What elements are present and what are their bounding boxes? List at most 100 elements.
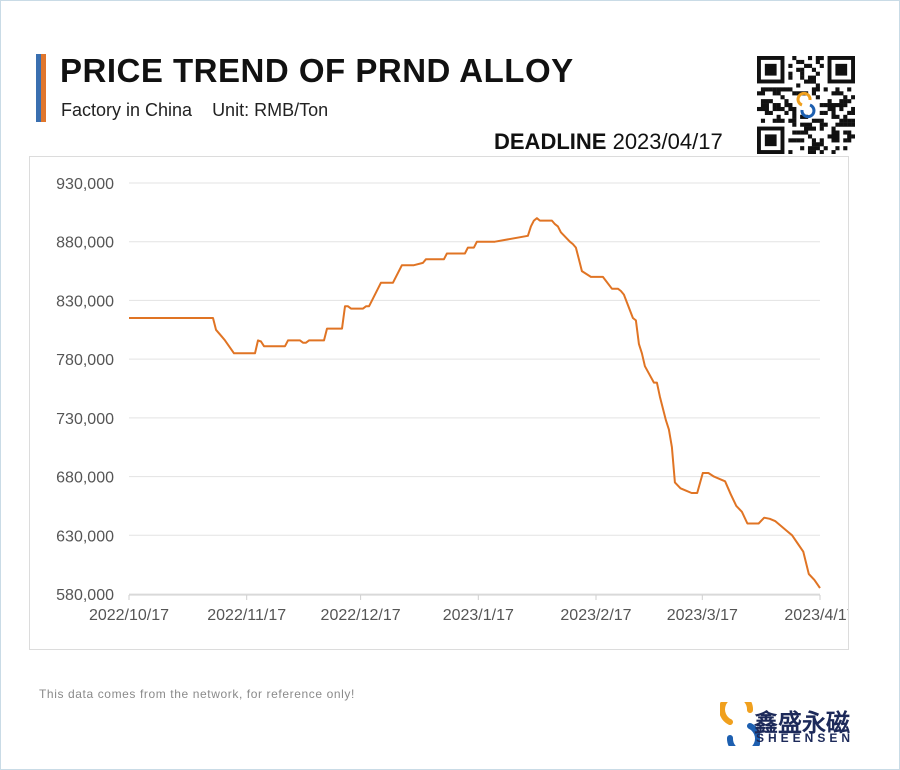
qr-module: [807, 63, 813, 68]
qr-module: [772, 118, 777, 123]
qr-finder-inner: [764, 134, 777, 147]
qr-module: [807, 79, 813, 84]
qr-module: [811, 142, 816, 147]
qr-module: [843, 103, 848, 108]
qr-module: [819, 63, 824, 68]
qr-module: [776, 103, 781, 108]
y-tick-label: 680,000: [56, 470, 114, 487]
qr-module: [815, 56, 820, 61]
qr-module: [819, 103, 824, 108]
qr-module: [792, 122, 797, 127]
y-tick-label: 780,000: [56, 352, 114, 369]
qr-module: [760, 103, 766, 108]
qr-module: [835, 122, 840, 127]
qr-module: [835, 87, 840, 92]
qr-module: [831, 103, 836, 108]
qr-module: [815, 142, 820, 147]
qr-module: [843, 130, 848, 135]
qr-module: [780, 106, 785, 112]
qr-module: [823, 110, 828, 115]
qr-module: [788, 75, 793, 80]
qr-module: [835, 91, 840, 96]
x-tick-label: 2022/12/17: [321, 607, 401, 624]
qr-module: [800, 75, 805, 80]
qr-module: [819, 138, 824, 143]
qr-module: [804, 122, 809, 127]
qr-logo-arc-bottom: [800, 103, 816, 119]
qr-module: [760, 118, 766, 123]
chart-subtitle: Factory in China Unit: RMB/Ton: [61, 100, 328, 121]
qr-module: [831, 130, 836, 135]
qr-module: [811, 67, 816, 72]
qr-module: [811, 150, 816, 154]
qr-module: [772, 106, 777, 112]
deadline-label: DEADLINE 2023/04/17: [494, 129, 723, 155]
qr-module: [843, 114, 848, 119]
qr-module: [788, 71, 793, 76]
brand-name-chinese: 鑫盛永磁: [754, 709, 850, 737]
qr-module: [796, 138, 801, 143]
qr-module: [804, 126, 809, 131]
qr-module: [835, 103, 840, 108]
qr-module: [788, 118, 793, 123]
qr-module: [757, 91, 762, 96]
disclaimer-note: This data comes from the network, for re…: [39, 687, 355, 701]
qr-module: [776, 118, 781, 123]
qr-module: [839, 103, 844, 108]
qr-module: [831, 91, 836, 96]
qr-module: [807, 75, 813, 80]
qr-module: [839, 106, 844, 112]
qr-module: [807, 56, 813, 61]
x-tick-label: 2022/10/17: [89, 607, 169, 624]
qr-module: [772, 103, 777, 108]
qr-module: [796, 67, 801, 72]
qr-module: [831, 134, 836, 139]
qr-module: [851, 110, 855, 115]
qr-module: [796, 59, 801, 65]
qr-module: [800, 114, 805, 119]
qr-module: [847, 99, 852, 104]
qr-module: [768, 99, 773, 104]
qr-module: [800, 146, 805, 151]
qr-module: [768, 87, 773, 92]
qr-module: [847, 87, 852, 92]
chart-panel: 930,000 880,000 830,000 780,000 730,000 680,0…: [29, 156, 849, 650]
qr-module: [768, 110, 773, 115]
qr-code-icon[interactable]: [757, 56, 855, 154]
qr-finder-inner: [835, 63, 848, 76]
qr-module: [839, 122, 844, 127]
price-series-line: [129, 217, 821, 589]
qr-module: [847, 130, 852, 135]
subtitle-unit: Unit: RMB/Ton: [212, 100, 329, 120]
qr-module: [819, 122, 824, 127]
qr-module: [839, 91, 844, 96]
qr-module: [819, 150, 824, 154]
qr-module: [831, 110, 836, 115]
qr-module: [843, 138, 848, 143]
qr-module: [827, 106, 832, 112]
qr-module: [800, 130, 805, 135]
qr-module: [792, 106, 797, 112]
qr-module: [843, 146, 848, 151]
qr-module: [827, 103, 832, 108]
qr-module: [823, 122, 828, 127]
qr-module: [851, 122, 855, 127]
qr-module: [800, 59, 805, 65]
qr-module: [757, 106, 762, 112]
qr-module: [792, 114, 797, 119]
qr-module: [811, 126, 816, 131]
qr-module: [807, 146, 813, 151]
qr-module: [804, 63, 809, 68]
qr-module: [804, 79, 809, 84]
qr-module: [815, 118, 820, 123]
qr-module: [776, 106, 781, 112]
qr-module: [819, 126, 824, 131]
qr-module: [760, 106, 766, 112]
qr-module: [764, 87, 769, 92]
qr-module: [819, 118, 824, 123]
qr-module: [764, 99, 769, 104]
qr-module: [811, 146, 816, 151]
qr-module: [800, 71, 805, 76]
qr-module: [792, 130, 797, 135]
qr-module: [764, 106, 769, 112]
